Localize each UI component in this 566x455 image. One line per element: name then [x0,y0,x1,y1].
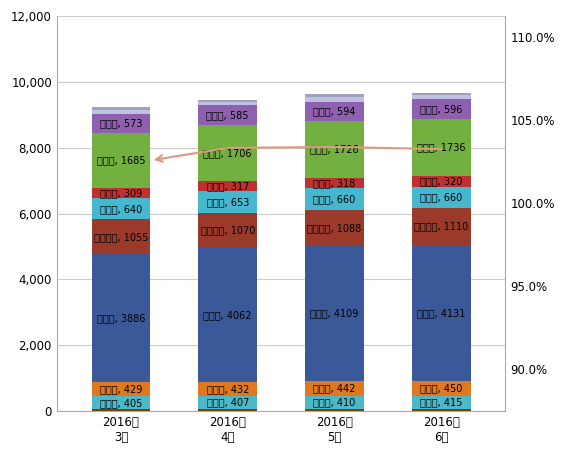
Bar [412,92,471,96]
Bar [92,114,151,133]
Text: 埼玉県, 407: 埼玉県, 407 [207,398,249,408]
Text: 京都府, 317: 京都府, 317 [207,181,249,191]
Text: 京都府, 320: 京都府, 320 [420,176,462,186]
Bar [305,246,364,381]
Bar [92,410,151,411]
Bar [412,381,471,395]
Bar [198,191,257,213]
Bar [198,106,257,125]
Bar [198,410,257,411]
Text: 神奈川県, 1088: 神奈川県, 1088 [307,223,362,233]
Bar [412,176,471,187]
Bar [92,110,151,114]
Text: 愛知県, 660: 愛知県, 660 [314,194,355,204]
Text: 東京都, 4109: 東京都, 4109 [310,308,359,318]
Text: 愛知県, 640: 愛知県, 640 [100,204,142,214]
Text: 埼玉県, 405: 埼玉県, 405 [100,398,142,408]
Text: 埼玉県, 410: 埼玉県, 410 [314,398,355,408]
Bar [305,97,364,101]
Text: 千葉県, 442: 千葉県, 442 [314,384,355,394]
Bar [92,106,151,110]
Text: 愛知県, 660: 愛知県, 660 [420,192,462,202]
Text: 兵庫県, 596: 兵庫県, 596 [420,104,462,114]
Bar [305,178,364,188]
Bar [92,219,151,254]
Bar [198,213,257,248]
Bar [412,99,471,119]
Bar [198,382,257,396]
Bar [198,100,257,102]
Text: 東京都, 3886: 東京都, 3886 [97,313,145,323]
Bar [412,96,471,99]
Text: 兵庫県, 573: 兵庫県, 573 [100,118,142,128]
Bar [412,245,471,381]
Text: 愛知県, 653: 愛知県, 653 [207,197,249,207]
Bar [198,248,257,382]
Bar [305,396,364,409]
Bar [412,119,471,176]
Bar [305,101,364,121]
Bar [92,254,151,382]
Text: 大阪府, 1685: 大阪府, 1685 [97,155,145,165]
Text: 京都府, 318: 京都府, 318 [314,178,355,188]
Bar [305,121,364,178]
Bar [305,381,364,396]
Text: 大阪府, 1736: 大阪府, 1736 [417,142,466,152]
Text: 千葉県, 450: 千葉県, 450 [420,383,462,393]
Bar [305,188,364,210]
Bar [412,395,471,409]
Text: 神奈川県, 1070: 神奈川県, 1070 [200,225,255,235]
Text: 神奈川県, 1055: 神奈川県, 1055 [94,232,148,242]
Bar [92,198,151,219]
Bar [198,181,257,191]
Text: 千葉県, 432: 千葉県, 432 [207,384,249,394]
Text: 埼玉県, 415: 埼玉県, 415 [420,397,462,407]
Bar [198,102,257,106]
Text: 京都府, 309: 京都府, 309 [100,188,142,198]
Text: 大阪府, 1726: 大阪府, 1726 [310,145,359,155]
Bar [92,188,151,198]
Bar [92,133,151,188]
Bar [412,187,471,208]
Bar [92,396,151,410]
Bar [305,210,364,246]
Bar [412,208,471,245]
Text: 東京都, 4062: 東京都, 4062 [203,310,252,320]
Text: 神奈川県, 1110: 神奈川県, 1110 [414,222,469,232]
Bar [92,382,151,396]
Bar [412,409,471,411]
Bar [198,396,257,410]
Text: 千葉県, 429: 千葉県, 429 [100,384,142,394]
Text: 東京都, 4131: 東京都, 4131 [417,308,465,318]
Bar [198,125,257,181]
Bar [305,409,364,411]
Bar [305,94,364,97]
Text: 兵庫県, 594: 兵庫県, 594 [314,106,355,116]
Text: 大阪府, 1706: 大阪府, 1706 [203,148,252,158]
Text: 兵庫県, 585: 兵庫県, 585 [207,110,249,120]
